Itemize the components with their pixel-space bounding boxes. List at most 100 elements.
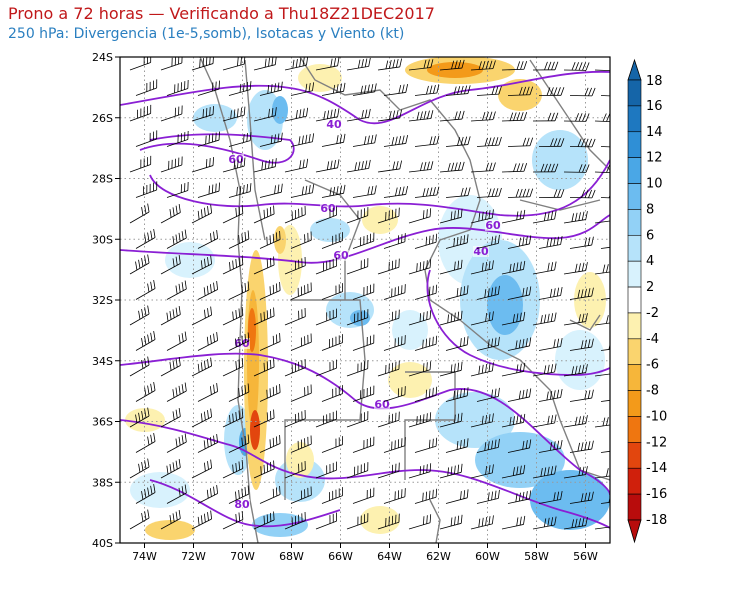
wind-barb bbox=[253, 256, 275, 275]
wind-barb bbox=[439, 514, 463, 530]
wind-barb bbox=[228, 434, 250, 453]
wind-barb bbox=[222, 57, 246, 71]
wind-barb bbox=[346, 108, 371, 122]
colorbar-label: -6 bbox=[646, 358, 659, 373]
wind-barb bbox=[191, 204, 212, 224]
wind-barb bbox=[197, 229, 218, 249]
colorbar-label: 2 bbox=[646, 280, 654, 295]
wind-barb bbox=[408, 310, 432, 326]
wind-barb bbox=[315, 57, 340, 71]
wind-barb bbox=[284, 512, 306, 530]
colorbar-label: 12 bbox=[646, 151, 663, 166]
x-tick-label: 66W bbox=[328, 550, 353, 563]
wind-barb bbox=[594, 365, 610, 377]
wind-barb bbox=[476, 234, 500, 249]
wind-barb bbox=[569, 440, 594, 453]
wind-barb bbox=[290, 486, 312, 504]
wind-barb bbox=[470, 162, 496, 173]
wind-barb bbox=[284, 359, 306, 377]
x-tick-label: 70W bbox=[230, 550, 255, 563]
wind-barb bbox=[315, 512, 337, 530]
wind-barb bbox=[290, 384, 312, 402]
wind-barb bbox=[352, 487, 375, 504]
wind-barb bbox=[259, 332, 281, 351]
wind-barb bbox=[315, 159, 340, 173]
wind-barb bbox=[445, 187, 471, 198]
wind-barb bbox=[259, 183, 283, 198]
wind-barb bbox=[135, 130, 158, 147]
wind-barb bbox=[284, 308, 306, 326]
wind-barb bbox=[253, 409, 275, 428]
wind-barb bbox=[197, 382, 218, 402]
x-tick-label: 64W bbox=[377, 550, 402, 563]
wind-barb bbox=[284, 107, 309, 122]
y-tick-label: 32S bbox=[92, 294, 113, 307]
wind-barb bbox=[470, 413, 494, 428]
wind-barb bbox=[563, 62, 590, 71]
x-tick-label: 60W bbox=[475, 550, 500, 563]
map-subtitle: 250 hPa: Divergencia (1e-5,somb), Isotac… bbox=[8, 26, 405, 42]
x-tick-label: 74W bbox=[132, 550, 157, 563]
colorbar-segment bbox=[627, 260, 642, 288]
wind-barb bbox=[507, 188, 534, 198]
colorbar-label: 14 bbox=[646, 125, 663, 140]
isotach-label: 60 bbox=[485, 219, 501, 232]
wind-barb bbox=[470, 111, 496, 122]
wind-barb bbox=[532, 363, 557, 377]
wind-barb bbox=[284, 206, 306, 224]
wind-barb bbox=[284, 410, 306, 428]
wind-barb bbox=[600, 398, 610, 402]
colorbar-segment bbox=[627, 209, 642, 236]
wind-barb bbox=[408, 208, 432, 224]
wind-barb bbox=[160, 156, 183, 173]
isotach-label-bg bbox=[473, 246, 489, 257]
wind-barb bbox=[538, 87, 565, 96]
isotach-label: 60 bbox=[228, 153, 244, 166]
colorbar-label: -14 bbox=[646, 461, 667, 476]
wind-barb bbox=[191, 510, 212, 530]
y-tick-label: 26S bbox=[92, 112, 113, 125]
wind-barb bbox=[284, 57, 309, 71]
wind-barb bbox=[166, 484, 187, 504]
wind-barb bbox=[569, 87, 596, 97]
y-tick-label: 24S bbox=[92, 51, 113, 64]
wind-barb bbox=[507, 137, 534, 147]
wind-barb bbox=[470, 464, 494, 479]
wind-barb bbox=[228, 281, 250, 300]
wind-barb bbox=[600, 296, 610, 300]
wind-barb bbox=[507, 286, 532, 300]
isotach-label-bg bbox=[320, 203, 336, 214]
wind-barb bbox=[352, 83, 377, 96]
wind-barb bbox=[166, 130, 189, 147]
colorbar-segment bbox=[627, 105, 642, 133]
wind-barb bbox=[445, 438, 469, 453]
wind-barb bbox=[532, 465, 557, 479]
wind-barb bbox=[538, 287, 563, 300]
wind-barb bbox=[563, 364, 588, 377]
wind-barb bbox=[129, 509, 150, 530]
wind-barb bbox=[501, 362, 526, 377]
wind-barb bbox=[346, 57, 371, 71]
wind-barb bbox=[563, 313, 588, 326]
wind-barb bbox=[470, 260, 494, 275]
wind-barb bbox=[563, 466, 588, 479]
wind-barb bbox=[507, 388, 532, 402]
wind-barb bbox=[321, 487, 343, 504]
wind-barb bbox=[228, 81, 252, 96]
wind-barb bbox=[476, 285, 500, 300]
wind-barb bbox=[532, 312, 557, 326]
wind-barb bbox=[321, 133, 346, 147]
wind-barb bbox=[383, 488, 406, 504]
wind-barb bbox=[321, 334, 343, 351]
colorbar-label: -8 bbox=[646, 384, 659, 399]
wind-barb bbox=[191, 255, 212, 275]
longitude-axis: 74W 72W 70W 68W 66W 64W 62W 60W 58W 56W bbox=[132, 543, 598, 563]
wind-barb bbox=[228, 485, 250, 504]
x-tick-label: 62W bbox=[426, 550, 451, 563]
wind-barb bbox=[594, 62, 610, 72]
colorbar-label: -2 bbox=[646, 306, 659, 321]
wind-barb bbox=[253, 158, 277, 173]
wind-barb bbox=[346, 411, 369, 428]
wind-barb bbox=[538, 491, 563, 504]
